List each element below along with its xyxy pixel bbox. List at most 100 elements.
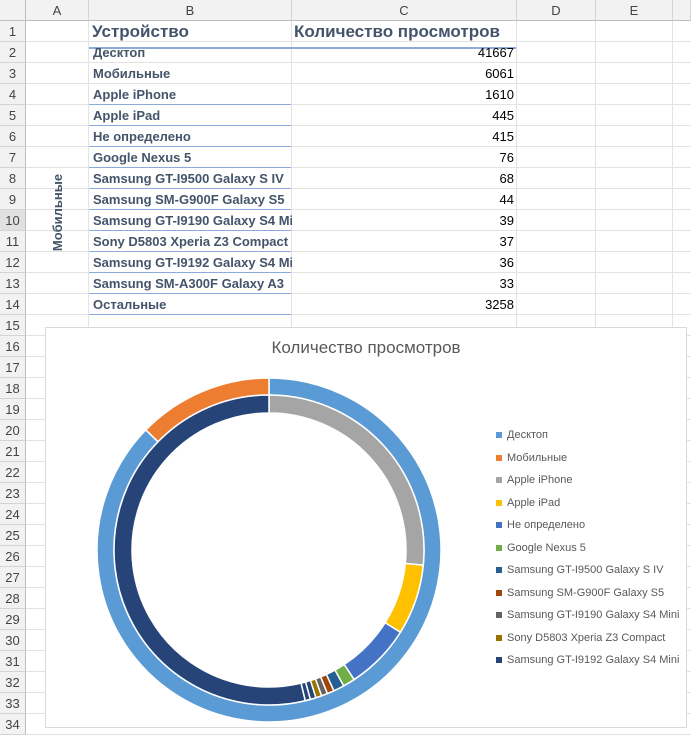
legend-label: Samsung SM-G900F Galaxy S5	[507, 586, 665, 599]
legend-item[interactable]: Apple iPad	[496, 492, 686, 515]
legend-item[interactable]: Samsung GT-I9190 Galaxy S4 Mini	[496, 604, 686, 627]
views-cell[interactable]: 37	[499, 234, 514, 249]
device-cell[interactable]: Apple iPhone	[93, 87, 177, 102]
row-header-10[interactable]: 10	[0, 210, 26, 231]
device-cell[interactable]: Samsung GT-I9192 Galaxy S4 Mini	[93, 255, 292, 270]
views-cell[interactable]: 3258	[485, 297, 514, 312]
device-cell[interactable]: Apple iPad	[93, 108, 161, 123]
row-header-1[interactable]: 1	[0, 21, 26, 42]
legend-item[interactable]: Десктоп	[496, 424, 686, 447]
device-cell[interactable]: Не определено	[93, 129, 191, 144]
column-header-a[interactable]: A	[26, 0, 89, 21]
legend-item[interactable]: Samsung GT-I9192 Galaxy S4 Mini	[496, 649, 686, 672]
row-underline	[89, 272, 291, 273]
legend-item[interactable]: Google Nexus 5	[496, 537, 686, 560]
row-header-5[interactable]: 5	[0, 105, 26, 126]
row-header-31[interactable]: 31	[0, 651, 26, 672]
views-cell[interactable]: 445	[492, 108, 514, 123]
device-cell[interactable]: Остальные	[93, 297, 167, 312]
header-views[interactable]: Количество просмотров	[294, 22, 500, 41]
row-header-17[interactable]: 17	[0, 357, 26, 378]
row-header-2[interactable]: 2	[0, 42, 26, 63]
row-header-4[interactable]: 4	[0, 84, 26, 105]
row-underline	[89, 125, 291, 126]
column-header-e[interactable]: E	[596, 0, 673, 21]
legend-item[interactable]: Не определено	[496, 514, 686, 537]
device-cell[interactable]: Мобильные	[93, 66, 171, 81]
legend-item[interactable]: Sony D5803 Xperia Z3 Compact	[496, 627, 686, 650]
row-header-22[interactable]: 22	[0, 462, 26, 483]
legend-swatch	[496, 522, 502, 529]
views-cell[interactable]: 44	[499, 192, 514, 207]
row-header-18[interactable]: 18	[0, 378, 26, 399]
device-cell[interactable]: Sony D5803 Xperia Z3 Compact	[93, 234, 289, 249]
row-header-13[interactable]: 13	[0, 273, 26, 294]
views-cell[interactable]: 33	[499, 276, 514, 291]
device-cell[interactable]: Google Nexus 5	[93, 150, 192, 165]
row-header-20[interactable]: 20	[0, 420, 26, 441]
legend-item[interactable]: Samsung GT-I9500 Galaxy S IV	[496, 559, 686, 582]
row-header-23[interactable]: 23	[0, 483, 26, 504]
inner-ring-slice-apple-iphone[interactable]	[268, 394, 425, 567]
legend-item[interactable]: Apple iPhone	[496, 469, 686, 492]
row-header-32[interactable]: 32	[0, 672, 26, 693]
group-label-cell[interactable]: Мобильные	[39, 155, 77, 270]
device-cell[interactable]: Десктоп	[93, 45, 146, 60]
device-cell[interactable]: Samsung GT-I9190 Galaxy S4 Mini	[93, 213, 292, 228]
views-cell[interactable]: 1610	[485, 87, 514, 102]
device-cell[interactable]: Samsung SM-A300F Galaxy A3	[93, 276, 284, 291]
row-gridline	[26, 209, 691, 210]
row-header-8[interactable]: 8	[0, 168, 26, 189]
row-header-14[interactable]: 14	[0, 294, 26, 315]
row-header-25[interactable]: 25	[0, 525, 26, 546]
views-cell[interactable]: 36	[499, 255, 514, 270]
legend-swatch	[496, 544, 502, 551]
row-gridline	[26, 104, 691, 105]
row-header-27[interactable]: 27	[0, 567, 26, 588]
row-header-6[interactable]: 6	[0, 126, 26, 147]
device-cell[interactable]: Samsung SM-G900F Galaxy S5	[93, 192, 285, 207]
column-header-d[interactable]: D	[517, 0, 596, 21]
row-gridline	[26, 146, 691, 147]
views-cell[interactable]: 39	[499, 213, 514, 228]
device-cell[interactable]: Samsung GT-I9500 Galaxy S IV	[93, 171, 284, 186]
row-header-11[interactable]: 11	[0, 231, 26, 252]
legend-item[interactable]: Samsung SM-G900F Galaxy S5	[496, 582, 686, 605]
select-all-corner[interactable]	[0, 0, 26, 21]
chart-legend[interactable]: Десктоп Мобильные Apple iPhone Apple iPad Не…	[496, 424, 686, 672]
row-underline	[89, 314, 291, 315]
doughnut-chart[interactable]	[46, 328, 688, 729]
row-header-12[interactable]: 12	[0, 252, 26, 273]
row-header-19[interactable]: 19	[0, 399, 26, 420]
column-header-b[interactable]: B	[89, 0, 292, 21]
chart-title[interactable]: Количество просмотров	[271, 338, 461, 357]
row-header-3[interactable]: 3	[0, 63, 26, 84]
row-header-24[interactable]: 24	[0, 504, 26, 525]
row-header-29[interactable]: 29	[0, 609, 26, 630]
views-cell[interactable]: 415	[492, 129, 514, 144]
inner-ring-slice-остальные[interactable]	[113, 394, 307, 706]
column-header-partial[interactable]	[673, 0, 691, 21]
row-header-16[interactable]: 16	[0, 336, 26, 357]
row-header-30[interactable]: 30	[0, 630, 26, 651]
row-header-9[interactable]: 9	[0, 189, 26, 210]
legend-swatch	[496, 657, 502, 664]
column-header-c[interactable]: C	[292, 0, 517, 21]
row-header-7[interactable]: 7	[0, 147, 26, 168]
row-header-33[interactable]: 33	[0, 693, 26, 714]
chart-area[interactable]: Количество просмотров Десктоп Мобильные Ap…	[45, 327, 687, 728]
legend-label: Sony D5803 Xperia Z3 Compact	[507, 631, 666, 644]
row-header-26[interactable]: 26	[0, 546, 26, 567]
legend-label: Не определено	[507, 519, 586, 532]
row-header-21[interactable]: 21	[0, 441, 26, 462]
row-header-34[interactable]: 34	[0, 714, 26, 735]
views-cell[interactable]: 76	[499, 150, 514, 165]
row-header-15[interactable]: 15	[0, 315, 26, 336]
legend-item[interactable]: Мобильные	[496, 447, 686, 470]
row-header-28[interactable]: 28	[0, 588, 26, 609]
header-device[interactable]: Устройство	[92, 22, 189, 41]
views-cell[interactable]: 41667	[477, 45, 514, 60]
views-cell[interactable]: 6061	[485, 66, 514, 81]
views-cell[interactable]: 68	[499, 171, 514, 186]
row-gridline	[26, 83, 691, 84]
